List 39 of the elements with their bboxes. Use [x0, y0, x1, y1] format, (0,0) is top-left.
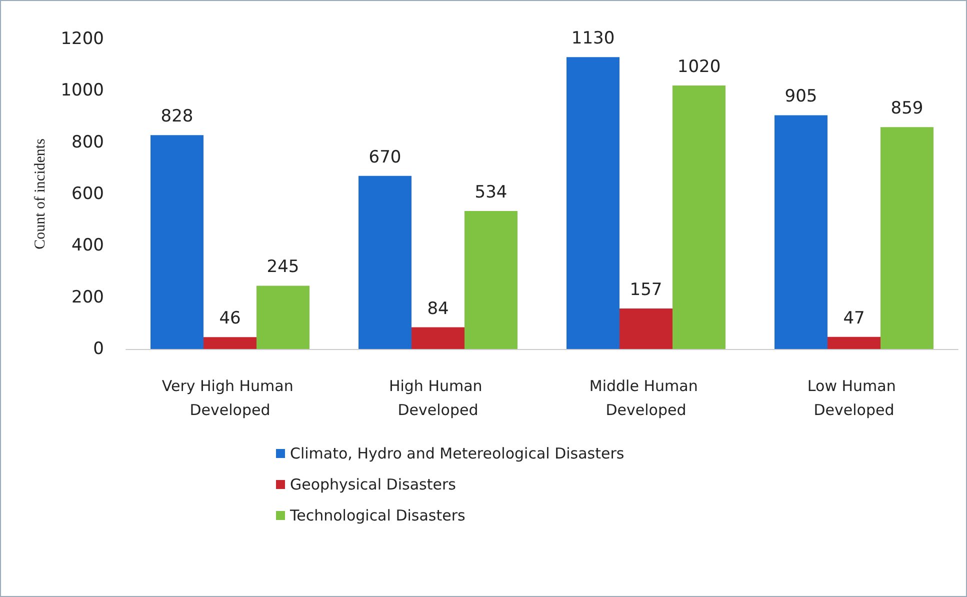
y-tick-label: 400 [72, 236, 104, 256]
legend-label: Geophysical Disasters [290, 476, 456, 494]
bar [204, 337, 256, 349]
bar [358, 176, 412, 349]
bar [566, 57, 620, 349]
data-label: 859 [890, 98, 924, 119]
x-tick-label: High Human Developed [388, 377, 488, 419]
y-tick-label: 600 [72, 184, 104, 204]
bar [256, 286, 310, 349]
data-label: 828 [160, 106, 194, 127]
bar [150, 135, 204, 349]
data-label: 46 [219, 308, 241, 329]
bar [464, 211, 518, 349]
y-tick-label: 1200 [60, 29, 104, 49]
bar [774, 115, 828, 349]
x-tick-label: Middle Human Developed [589, 377, 703, 419]
x-tick-label: Very High Human Developed [162, 377, 298, 419]
bar [620, 308, 672, 349]
bar [828, 336, 880, 349]
y-axis-title: Count of incidents [32, 138, 48, 250]
y-tick-label: 800 [72, 132, 104, 152]
data-label: 47 [843, 308, 865, 328]
bar [672, 86, 726, 349]
legend-label: Climato, Hydro and Metereological Disasters [290, 444, 624, 462]
bar [880, 127, 934, 349]
y-tick-label: 1000 [60, 80, 104, 101]
legend-label: Technological Disasters [289, 506, 466, 524]
data-label: 905 [784, 86, 818, 107]
data-label: 670 [368, 147, 402, 168]
data-label: 245 [266, 257, 300, 278]
data-label: 1020 [677, 57, 721, 77]
data-label: 157 [630, 280, 662, 300]
x-tick-label: Low Human Developed [807, 377, 901, 419]
data-label: 84 [427, 298, 449, 319]
data-label: 534 [474, 182, 508, 203]
y-tick-label: 0 [93, 339, 104, 359]
data-label: 1130 [571, 28, 615, 49]
y-tick-label: 200 [72, 287, 104, 308]
bar [412, 327, 464, 349]
